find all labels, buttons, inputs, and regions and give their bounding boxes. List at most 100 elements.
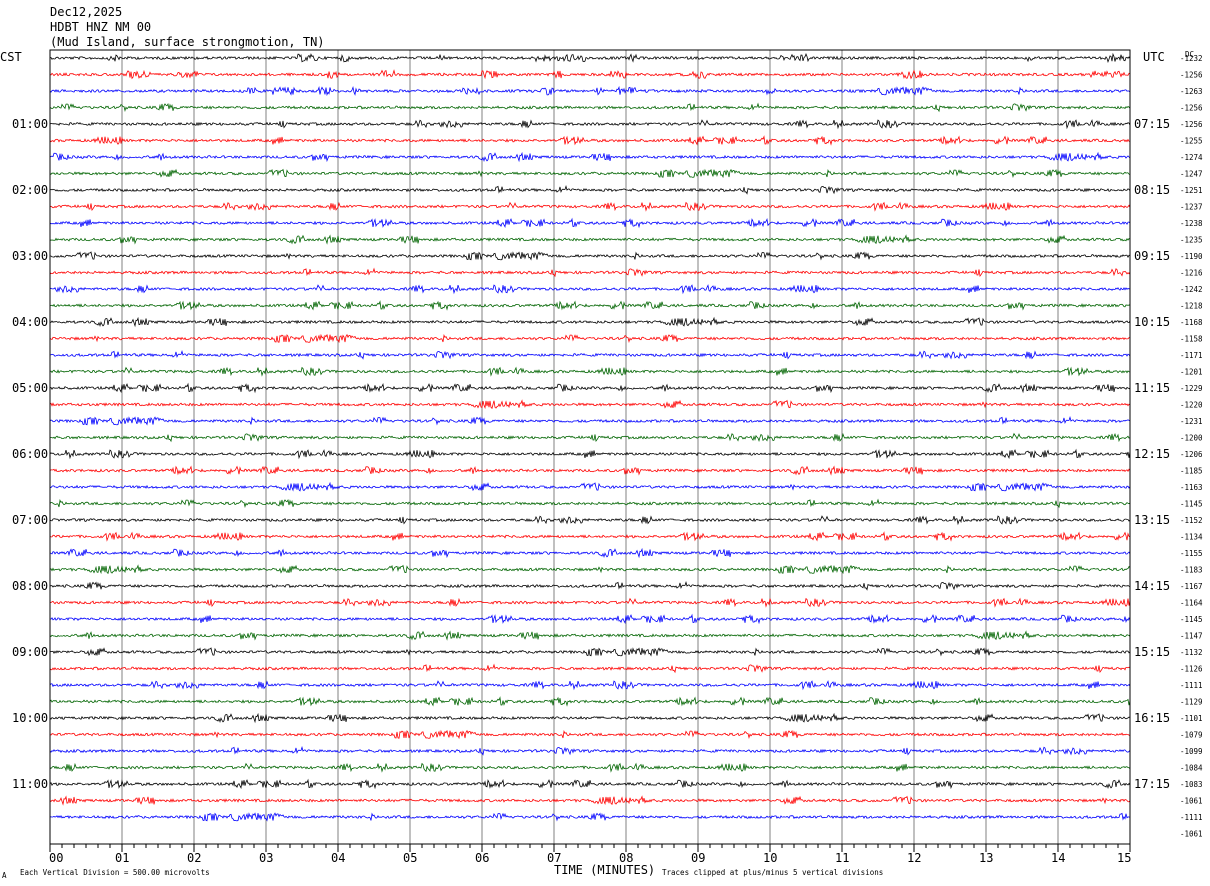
left-hour-label: 06:00 <box>12 447 48 461</box>
dc-offset-label: -1206 <box>1180 450 1203 459</box>
seismic-trace <box>49 581 1131 591</box>
dc-offset-label: -1229 <box>1180 384 1203 393</box>
header-station: HDBT HNZ NM 00 <box>50 20 151 34</box>
dc-offset-label: -1237 <box>1180 203 1203 212</box>
dc-label: DC <box>1185 50 1194 59</box>
dc-offset-label: -1134 <box>1180 533 1203 542</box>
seismic-trace <box>49 712 1131 724</box>
x-tick-label: 03 <box>259 851 273 865</box>
seismic-trace <box>49 119 1131 130</box>
right-hour-label: 08:15 <box>1134 183 1170 197</box>
dc-offset-label: -1164 <box>1180 599 1203 608</box>
x-tick-label: 13 <box>979 851 993 865</box>
left-hour-label: 05:00 <box>12 381 48 395</box>
seismic-trace <box>49 613 1131 625</box>
dc-offset-label: -1101 <box>1180 714 1203 723</box>
left-hour-label: 04:00 <box>12 315 48 329</box>
left-timezone: CST <box>0 50 22 64</box>
right-hour-label: 16:15 <box>1134 711 1170 725</box>
dc-offset-label: -1255 <box>1180 137 1203 146</box>
dc-offset-label: -1256 <box>1180 120 1203 129</box>
seismic-trace <box>49 448 1131 460</box>
right-hour-label: 17:15 <box>1134 777 1170 791</box>
seismic-trace <box>49 547 1131 559</box>
dc-offset-label: -1168 <box>1180 318 1203 327</box>
seismic-trace <box>50 432 1131 443</box>
right-hour-label: 12:15 <box>1134 447 1170 461</box>
x-tick-label: 02 <box>187 851 201 865</box>
seismic-trace <box>49 531 1131 542</box>
dc-offset-label: -1155 <box>1180 549 1203 558</box>
label-layer: 00 01 02 03 04 05 06 07 08 09 10 11 12 13 14 15 01:00 02:… <box>12 54 1203 865</box>
dc-offset-label: -1083 <box>1180 780 1203 789</box>
seismic-trace <box>49 812 1131 822</box>
dc-offset-label: -1171 <box>1180 351 1203 360</box>
x-tick-label: 12 <box>907 851 921 865</box>
seismic-trace <box>49 465 1131 476</box>
trace-layer <box>49 52 1131 822</box>
right-hour-label: 09:15 <box>1134 249 1170 263</box>
dc-offset-label: -1232 <box>1180 54 1203 63</box>
dc-offset-label: -1152 <box>1180 516 1203 525</box>
seismic-trace <box>49 201 1131 212</box>
seismic-trace <box>49 515 1131 526</box>
seismic-trace <box>49 284 1131 295</box>
dc-offset-label: -1256 <box>1180 71 1203 80</box>
dc-offset-label: -1218 <box>1180 302 1203 311</box>
seismic-trace <box>50 251 1130 261</box>
seismic-trace <box>49 366 1131 377</box>
left-hour-label: 11:00 <box>12 777 48 791</box>
seismic-trace <box>49 663 1131 674</box>
dc-offset-label: -1235 <box>1180 236 1203 245</box>
right-timezone: UTC <box>1143 50 1165 64</box>
dc-offset-label: -1111 <box>1180 681 1203 690</box>
left-hour-label: 01:00 <box>12 117 48 131</box>
x-tick-label: 08 <box>619 851 633 865</box>
seismic-trace <box>49 795 1131 806</box>
dc-offset-label: -1084 <box>1180 764 1203 773</box>
seismic-trace <box>49 69 1131 80</box>
x-axis-title: TIME (MINUTES) <box>554 863 655 877</box>
x-tick-label: 10 <box>763 851 777 865</box>
x-tick-label: 01 <box>115 851 129 865</box>
dc-offset-label: -1079 <box>1180 731 1203 740</box>
dc-offset-label: -1163 <box>1180 483 1203 492</box>
left-hour-label: 08:00 <box>12 579 48 593</box>
dc-offset-label: -1145 <box>1180 615 1203 624</box>
dc-offset-label: -1263 <box>1180 87 1203 96</box>
dc-offset-label: -1061 <box>1180 830 1203 839</box>
corner-mark: A <box>2 871 7 880</box>
dc-offset-label: -1247 <box>1180 170 1203 179</box>
seismic-trace <box>49 416 1131 426</box>
dc-offset-label: -1167 <box>1180 582 1203 591</box>
grid-layer <box>49 50 1131 852</box>
left-hour-label: 03:00 <box>12 249 48 263</box>
dc-offset-label: -1238 <box>1180 219 1203 228</box>
left-hour-label: 02:00 <box>12 183 48 197</box>
seismic-trace <box>49 399 1131 410</box>
clip-note: Traces clipped at plus/minus 5 vertical … <box>662 868 883 877</box>
dc-offset-label: -1126 <box>1180 665 1203 674</box>
x-tick-label: 05 <box>403 851 417 865</box>
dc-offset-label: -1147 <box>1180 632 1203 641</box>
seismic-trace <box>49 647 1131 657</box>
right-hour-label: 11:15 <box>1134 381 1170 395</box>
left-hour-label: 07:00 <box>12 513 48 527</box>
right-hour-label: 14:15 <box>1134 579 1170 593</box>
dc-offset-label: -1200 <box>1180 434 1203 443</box>
x-tick-label: 14 <box>1051 851 1065 865</box>
dc-offset-label: -1129 <box>1180 698 1203 707</box>
seismic-trace <box>49 267 1131 278</box>
seismic-trace <box>49 498 1131 509</box>
seismic-trace <box>49 185 1131 195</box>
dc-offset-label: -1132 <box>1180 648 1203 657</box>
seismic-trace <box>49 217 1131 229</box>
seismic-trace <box>49 333 1130 344</box>
seismic-trace <box>49 316 1131 328</box>
dc-offset-label: -1231 <box>1180 417 1203 426</box>
dc-offset-label: -1190 <box>1180 252 1203 261</box>
x-tick-label: 00 <box>49 851 63 865</box>
header-date: Dec12,2025 <box>50 5 122 19</box>
dc-offset-label: -1061 <box>1180 797 1203 806</box>
